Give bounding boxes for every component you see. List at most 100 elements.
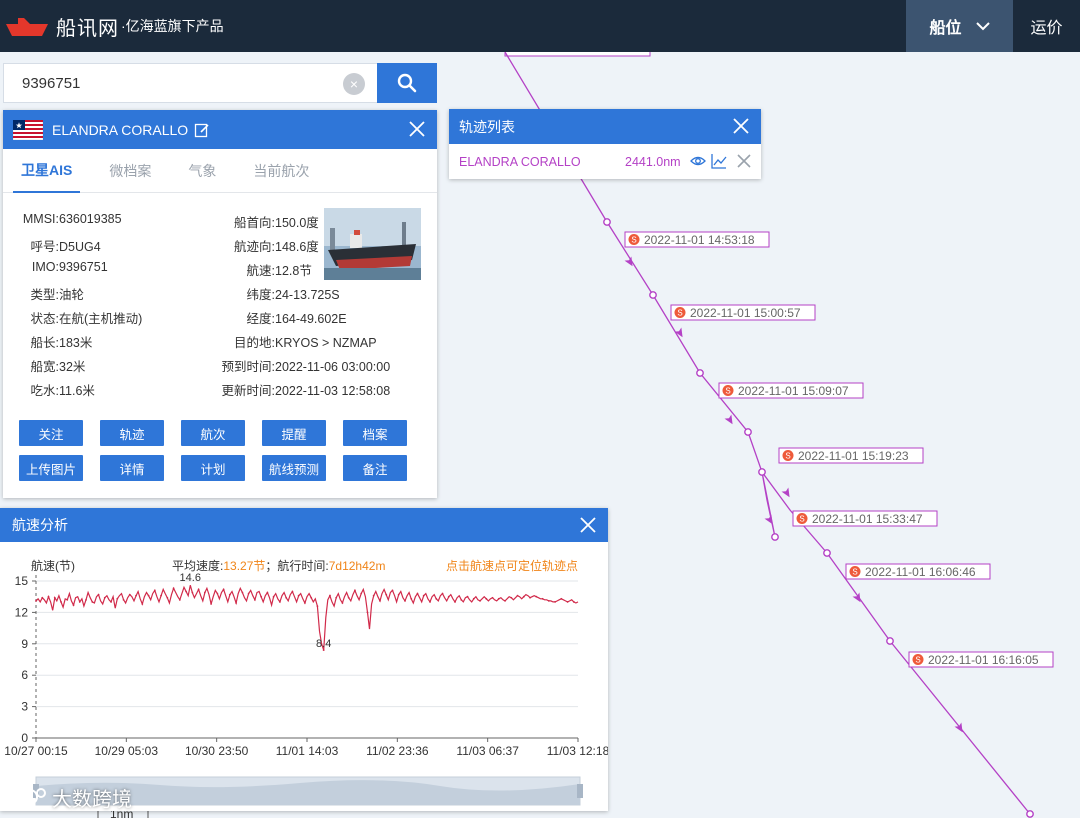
track-point[interactable]	[823, 549, 831, 557]
track-time-label[interactable]: S 2022-11-01 15:33:47	[792, 510, 938, 527]
speed-point[interactable]	[103, 596, 106, 599]
track-list-item[interactable]: ELANDRA CORALLO 2441.0nm	[449, 144, 761, 179]
line-chart-icon[interactable]	[711, 153, 727, 169]
speed-point[interactable]	[66, 598, 69, 601]
speed-point[interactable]	[153, 589, 156, 592]
speed-point[interactable]	[197, 588, 200, 591]
speed-point[interactable]	[291, 590, 294, 593]
speed-point[interactable]	[122, 598, 125, 601]
speed-point[interactable]	[128, 593, 131, 596]
speed-point[interactable]	[141, 603, 144, 605]
speed-point[interactable]	[235, 602, 238, 604]
speed-point[interactable]	[85, 598, 87, 601]
follow-button[interactable]: 关注	[19, 420, 83, 446]
track-time-label[interactable]: S 2022-11-01 14:53:18	[624, 231, 770, 248]
speed-point[interactable]	[203, 591, 206, 594]
speed-point[interactable]	[91, 601, 94, 603]
speed-point[interactable]	[497, 597, 500, 600]
speed-point[interactable]	[504, 599, 506, 602]
zoom-handle-right[interactable]	[577, 784, 583, 798]
track-time-label[interactable]: S 2022-11-01 15:00:57	[670, 304, 816, 321]
speed-point[interactable]	[572, 601, 575, 603]
speed-point[interactable]	[272, 595, 275, 598]
speed-point[interactable]	[279, 601, 281, 603]
speed-point[interactable]	[372, 594, 375, 597]
speed-point[interactable]	[60, 601, 62, 603]
speed-point[interactable]	[110, 601, 112, 603]
close-icon[interactable]	[736, 153, 752, 169]
speed-point[interactable]	[222, 588, 225, 591]
speed-point[interactable]	[191, 591, 194, 594]
track-point[interactable]	[603, 218, 611, 226]
speed-point[interactable]	[253, 598, 256, 601]
speed-point[interactable]	[322, 649, 325, 651]
speed-point[interactable]	[166, 596, 169, 599]
speed-point[interactable]	[35, 599, 37, 602]
speed-point[interactable]	[354, 589, 356, 592]
search-button[interactable]	[377, 63, 437, 103]
speed-point[interactable]	[116, 597, 119, 600]
speed-point[interactable]	[41, 596, 44, 599]
speed-point[interactable]	[329, 594, 331, 597]
speed-point[interactable]	[241, 591, 244, 594]
tab-weather[interactable]: 气象	[188, 163, 217, 179]
speed-point[interactable]	[410, 597, 413, 600]
speed-point[interactable]	[379, 599, 381, 602]
track-point[interactable]	[744, 428, 752, 436]
speed-point[interactable]	[178, 598, 181, 601]
speed-point[interactable]	[304, 602, 306, 604]
zoom-handle-left[interactable]	[33, 784, 39, 798]
speed-point[interactable]	[404, 599, 406, 602]
speed-point[interactable]	[435, 597, 438, 600]
speed-point[interactable]	[72, 604, 75, 606]
speed-point[interactable]	[335, 596, 338, 599]
speed-point[interactable]	[479, 599, 481, 602]
speed-point[interactable]	[366, 611, 369, 614]
nav-ship-position[interactable]: 船位	[906, 0, 1013, 52]
speed-point[interactable]	[460, 598, 463, 601]
tab-micro-archive[interactable]: 微档案	[109, 163, 152, 179]
speed-point[interactable]	[385, 593, 388, 596]
speed-point[interactable]	[216, 592, 219, 595]
speed-point[interactable]	[391, 589, 394, 592]
speed-point[interactable]	[491, 596, 494, 599]
archive-button[interactable]: 档案	[343, 420, 407, 446]
track-point[interactable]	[1026, 810, 1034, 818]
details-button[interactable]: 详情	[100, 455, 164, 481]
speed-point[interactable]	[566, 601, 569, 603]
speed-point[interactable]	[78, 601, 81, 603]
speed-point[interactable]	[541, 597, 544, 600]
speed-point[interactable]	[228, 593, 231, 596]
speed-point[interactable]	[560, 597, 563, 600]
speed-point[interactable]	[135, 594, 137, 597]
speed-point[interactable]	[397, 593, 400, 596]
close-icon[interactable]	[407, 119, 427, 139]
speed-point[interactable]	[416, 592, 419, 595]
track-point[interactable]	[649, 291, 657, 299]
voyage-button[interactable]: 航次	[181, 420, 245, 446]
speed-point[interactable]	[547, 599, 550, 602]
speed-point[interactable]	[266, 591, 269, 594]
speed-point[interactable]	[47, 595, 50, 598]
edit-icon[interactable]	[194, 122, 210, 138]
tab-satellite-ais[interactable]: 卫星AIS	[13, 149, 81, 193]
speed-point[interactable]	[535, 595, 538, 598]
speed-point[interactable]	[360, 592, 363, 595]
track-time-label[interactable]: S 2022-11-01 15:09:07	[718, 382, 864, 399]
tab-current-voyage[interactable]: 当前航次	[253, 163, 310, 179]
speed-point[interactable]	[529, 596, 531, 599]
speed-point[interactable]	[285, 596, 288, 599]
track-point[interactable]	[886, 637, 894, 645]
speed-point[interactable]	[429, 601, 431, 603]
reminder-button[interactable]: 提醒	[262, 420, 326, 446]
plan-button[interactable]: 计划	[181, 455, 245, 481]
speed-point[interactable]	[160, 594, 162, 597]
close-icon[interactable]	[731, 116, 751, 136]
speed-point[interactable]	[185, 590, 187, 593]
speed-point[interactable]	[310, 596, 313, 599]
speed-chart[interactable]: 航速(节) 平均速度:13.27节；航行时间:7d12h42m 点击航速点可定位…	[0, 542, 608, 811]
speed-point[interactable]	[210, 603, 213, 605]
speed-point[interactable]	[341, 602, 344, 604]
search-input[interactable]	[4, 64, 343, 102]
ship-photo[interactable]	[324, 208, 421, 280]
